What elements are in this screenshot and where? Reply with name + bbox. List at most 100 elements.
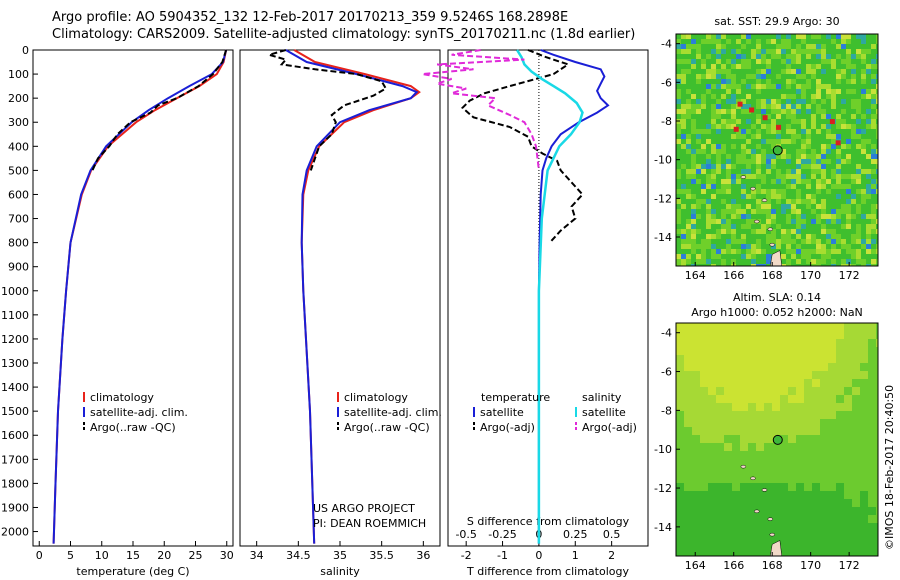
sst-map-xtick-label: 170 [800,269,821,282]
sst-map-island [750,186,756,191]
sst-map-cell [676,264,681,266]
sla-map-cell [692,499,700,507]
sst-map-cell [816,99,821,104]
sla-map-cell [724,347,732,355]
sla-map-cell [748,395,756,403]
sla-map-cell [732,459,740,467]
sla-map-cell [724,331,732,339]
sst-map-cell [676,84,681,89]
sst-map-cell [846,124,851,129]
sst-map-cell [821,264,826,266]
sla-map-cell [876,395,878,403]
sst-map-cell [771,129,776,134]
sst-map-cell [836,49,841,54]
sla-map-cell [876,499,878,507]
sla-map-cell [708,395,716,403]
sst-map-cell [781,214,786,219]
sst-map-cell [751,124,756,129]
sla-map-cell [844,347,852,355]
sst-map-cell [786,129,791,134]
sst-map-cell [821,44,826,49]
sst-map-cell [731,239,736,244]
sst-map-cell [716,59,721,64]
sst-map-cell [736,39,741,44]
argo-salinity-line [265,49,388,171]
sla-map-cell [764,547,772,555]
sst-map-cell [776,234,781,239]
sst-map-cell [831,184,836,189]
sla-map-cell [788,419,796,427]
sst-map-cell [706,44,711,49]
sst-map-cell [721,109,726,114]
sst-map-cell [731,159,736,164]
sst-map-cell [806,184,811,189]
sla-map-cell [740,387,748,395]
sst-map-cell [771,169,776,174]
sla-map-cell [740,323,748,331]
sst-map-cell [741,184,746,189]
sst-map-cell [876,114,878,119]
sst-map-cell [866,214,871,219]
sla-map-cell [676,491,684,499]
sst-map-cell [746,49,751,54]
sla-map-cell [772,331,780,339]
sst-map-cell [781,34,786,39]
sla-map-cell [676,403,684,411]
sst-map-cell [766,164,771,169]
sst-map-cell [816,144,821,149]
sla-map-cell [716,323,724,331]
sst-map-cell [756,129,761,134]
sst-map-cell [786,224,791,229]
sla-map-cell [780,539,788,547]
sst-map-cell [681,219,686,224]
sst-map-cell [811,209,816,214]
sst-map-cell [851,34,856,39]
sst-map-cell [846,134,851,139]
sst-map-cell [701,34,706,39]
sst-map-cell [811,39,816,44]
sla-map-cell [772,451,780,459]
sla-map-cell [756,435,764,443]
sla-map-cell [788,523,796,531]
sst-map-cell [806,149,811,154]
sst-map-cell [841,134,846,139]
sst-map-cell [686,259,691,264]
sla-map-cell [740,459,748,467]
sst-map-cell [836,209,841,214]
sst-map-cell [756,159,761,164]
sst-map-cell [776,174,781,179]
sst-map-cell [741,134,746,139]
sla-map-cell [676,371,684,379]
sst-map-cell [776,184,781,189]
difference-legend-temperature-label: satellite [480,406,524,419]
sla-map-cell [836,355,844,363]
sst-map-cell [686,44,691,49]
sst-map-cell [831,209,836,214]
sst-map-cell [686,174,691,179]
sst-map-cell [866,129,871,134]
sst-map-cell [676,129,681,134]
sst-map-cell [746,219,751,224]
sla-map-cell [852,467,860,475]
sst-map-cell [741,114,746,119]
sla-map-cell [828,491,836,499]
sst-map-cell [836,214,841,219]
sst-map-cell [706,239,711,244]
sla-map-cell [836,339,844,347]
sst-map-cell [791,239,796,244]
sla-map-cell [812,363,820,371]
sla-map-cell [764,387,772,395]
sst-map-cell [841,139,846,144]
sst-map-cell [756,204,761,209]
sla-map-cell [748,451,756,459]
sst-map-cell [796,154,801,159]
sst-map-cell [736,259,741,264]
sla-map-cell [796,515,804,523]
sla-map-cell [844,467,852,475]
sst-map-cell [826,184,831,189]
sst-map-cell [756,124,761,129]
sla-map-cell [796,339,804,347]
sst-map-cell [706,194,711,199]
sst-map-cell [866,134,871,139]
sst-map-cell [841,224,846,229]
